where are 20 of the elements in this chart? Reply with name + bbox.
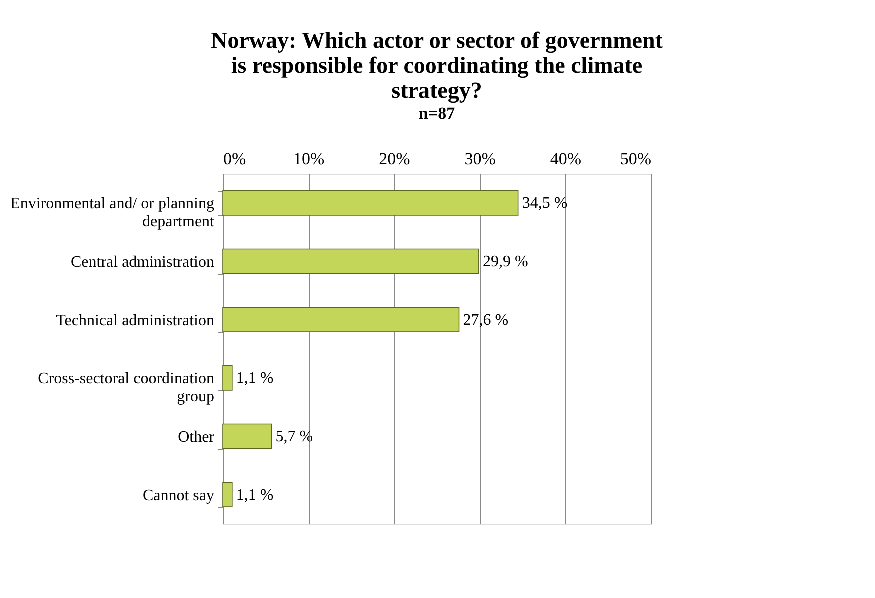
x-tick-label: 40% bbox=[550, 150, 582, 168]
y-tick-label: Cannot say bbox=[142, 487, 214, 504]
y-tick-label: Technical administration bbox=[56, 312, 214, 330]
data-label: 34,5 % bbox=[522, 195, 568, 212]
y-tick-label: Other bbox=[178, 429, 216, 446]
data-label: 27,6 % bbox=[463, 312, 509, 329]
data-label: 5,7 % bbox=[276, 428, 314, 446]
y-tick-label: Environmental and/ or planning department bbox=[10, 196, 216, 231]
data-label: 1,1 % bbox=[236, 370, 274, 388]
y-tick-label: Central administration bbox=[70, 254, 214, 271]
x-tick-label: 10% bbox=[294, 150, 325, 168]
x-tick-label: 20% bbox=[379, 150, 410, 168]
data-label: 1,1 % bbox=[236, 486, 274, 504]
y-tick-label: Cross-sectoral coordination group bbox=[38, 370, 214, 406]
data-label: 29,9 % bbox=[482, 254, 528, 270]
x-tick-label: 30% bbox=[464, 150, 496, 168]
x-tick-label: 50% bbox=[620, 150, 652, 168]
chart-subtitle: n=87 bbox=[418, 104, 456, 123]
chart-title: Norway: Which actor or sector of government is responsible for coordinating the climate strategy? bbox=[211, 28, 664, 104]
x-tick-label: 0% bbox=[224, 150, 246, 168]
